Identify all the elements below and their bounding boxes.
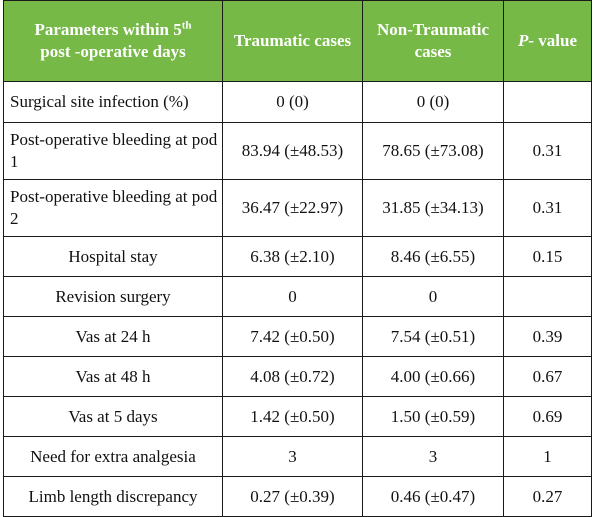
cell-traumatic: 7.42 (±0.50) (222, 316, 363, 357)
cell-parameter: Surgical site infection (%) (3, 81, 223, 123)
cell-parameter: Post-operative bleeding at pod 1 (3, 122, 223, 180)
cell-p-value: 0.67 (503, 356, 592, 397)
table-row: Revision surgery 0 0 (3, 276, 592, 317)
header-p-italic: P- (517, 31, 535, 50)
header-parameters: Parameters within 5th post -operative da… (3, 0, 223, 82)
cell-p-value: 0.31 (503, 122, 592, 180)
table-row: Post-operative bleeding at pod 1 83.94 (… (3, 122, 592, 180)
table-row: Vas at 24 h 7.42 (±0.50) 7.54 (±0.51) 0.… (3, 316, 592, 357)
cell-non-traumatic: 0.46 (±0.47) (362, 476, 504, 517)
cell-parameter: Vas at 48 h (3, 356, 223, 397)
cell-parameter: Vas at 5 days (3, 396, 223, 437)
table-header: Parameters within 5th post -operative da… (3, 0, 592, 82)
header-parameters-sup: th (181, 19, 192, 32)
header-p-value: P- value (503, 0, 592, 82)
cell-parameter: Limb length discrepancy (3, 476, 223, 517)
header-parameters-main: Parameters within 5 (34, 20, 182, 39)
cell-traumatic: 0 (0) (222, 81, 363, 123)
cell-non-traumatic: 8.46 (±6.55) (362, 236, 504, 277)
table-row: Limb length discrepancy 0.27 (±0.39) 0.4… (3, 476, 592, 517)
cell-non-traumatic: 78.65 (±73.08) (362, 122, 504, 180)
cell-p-value: 0.69 (503, 396, 592, 437)
cell-traumatic: 0 (222, 276, 363, 317)
header-row: Parameters within 5th post -operative da… (3, 0, 592, 82)
cell-p-value: 0.31 (503, 179, 592, 237)
header-p-rest: value (534, 31, 578, 50)
cell-traumatic: 6.38 (±2.10) (222, 236, 363, 277)
cell-non-traumatic: 1.50 (±0.59) (362, 396, 504, 437)
header-non-traumatic: Non-Traumatic cases (362, 0, 504, 82)
cell-traumatic: 83.94 (±48.53) (222, 122, 363, 180)
cell-parameter: Revision surgery (3, 276, 223, 317)
cell-non-traumatic: 31.85 (±34.13) (362, 179, 504, 237)
table-row: Post-operative bleeding at pod 2 36.47 (… (3, 179, 592, 237)
comparison-table: Parameters within 5th post -operative da… (3, 0, 592, 517)
cell-traumatic: 1.42 (±0.50) (222, 396, 363, 437)
table-row: Vas at 5 days 1.42 (±0.50) 1.50 (±0.59) … (3, 396, 592, 437)
table-body: Surgical site infection (%) 0 (0) 0 (0) … (3, 81, 592, 517)
cell-non-traumatic: 0 (0) (362, 81, 504, 123)
cell-p-value (503, 276, 592, 317)
cell-p-value (503, 81, 592, 123)
table-row: Hospital stay 6.38 (±2.10) 8.46 (±6.55) … (3, 236, 592, 277)
cell-traumatic: 3 (222, 436, 363, 477)
table-row: Surgical site infection (%) 0 (0) 0 (0) (3, 81, 592, 123)
cell-parameter: Post-operative bleeding at pod 2 (3, 179, 223, 237)
cell-p-value: 0.39 (503, 316, 592, 357)
cell-non-traumatic: 3 (362, 436, 504, 477)
cell-parameter: Hospital stay (3, 236, 223, 277)
cell-non-traumatic: 0 (362, 276, 504, 317)
cell-traumatic: 0.27 (±0.39) (222, 476, 363, 517)
cell-parameter: Need for extra analgesia (3, 436, 223, 477)
header-parameters-line2: post -operative days (40, 42, 186, 61)
cell-p-value: 1 (503, 436, 592, 477)
cell-parameter: Vas at 24 h (3, 316, 223, 357)
cell-non-traumatic: 7.54 (±0.51) (362, 316, 504, 357)
cell-non-traumatic: 4.00 (±0.66) (362, 356, 504, 397)
table-row: Vas at 48 h 4.08 (±0.72) 4.00 (±0.66) 0.… (3, 356, 592, 397)
header-traumatic: Traumatic cases (222, 0, 363, 82)
cell-traumatic: 4.08 (±0.72) (222, 356, 363, 397)
cell-p-value: 0.15 (503, 236, 592, 277)
cell-p-value: 0.27 (503, 476, 592, 517)
table-row: Need for extra analgesia 3 3 1 (3, 436, 592, 477)
cell-traumatic: 36.47 (±22.97) (222, 179, 363, 237)
